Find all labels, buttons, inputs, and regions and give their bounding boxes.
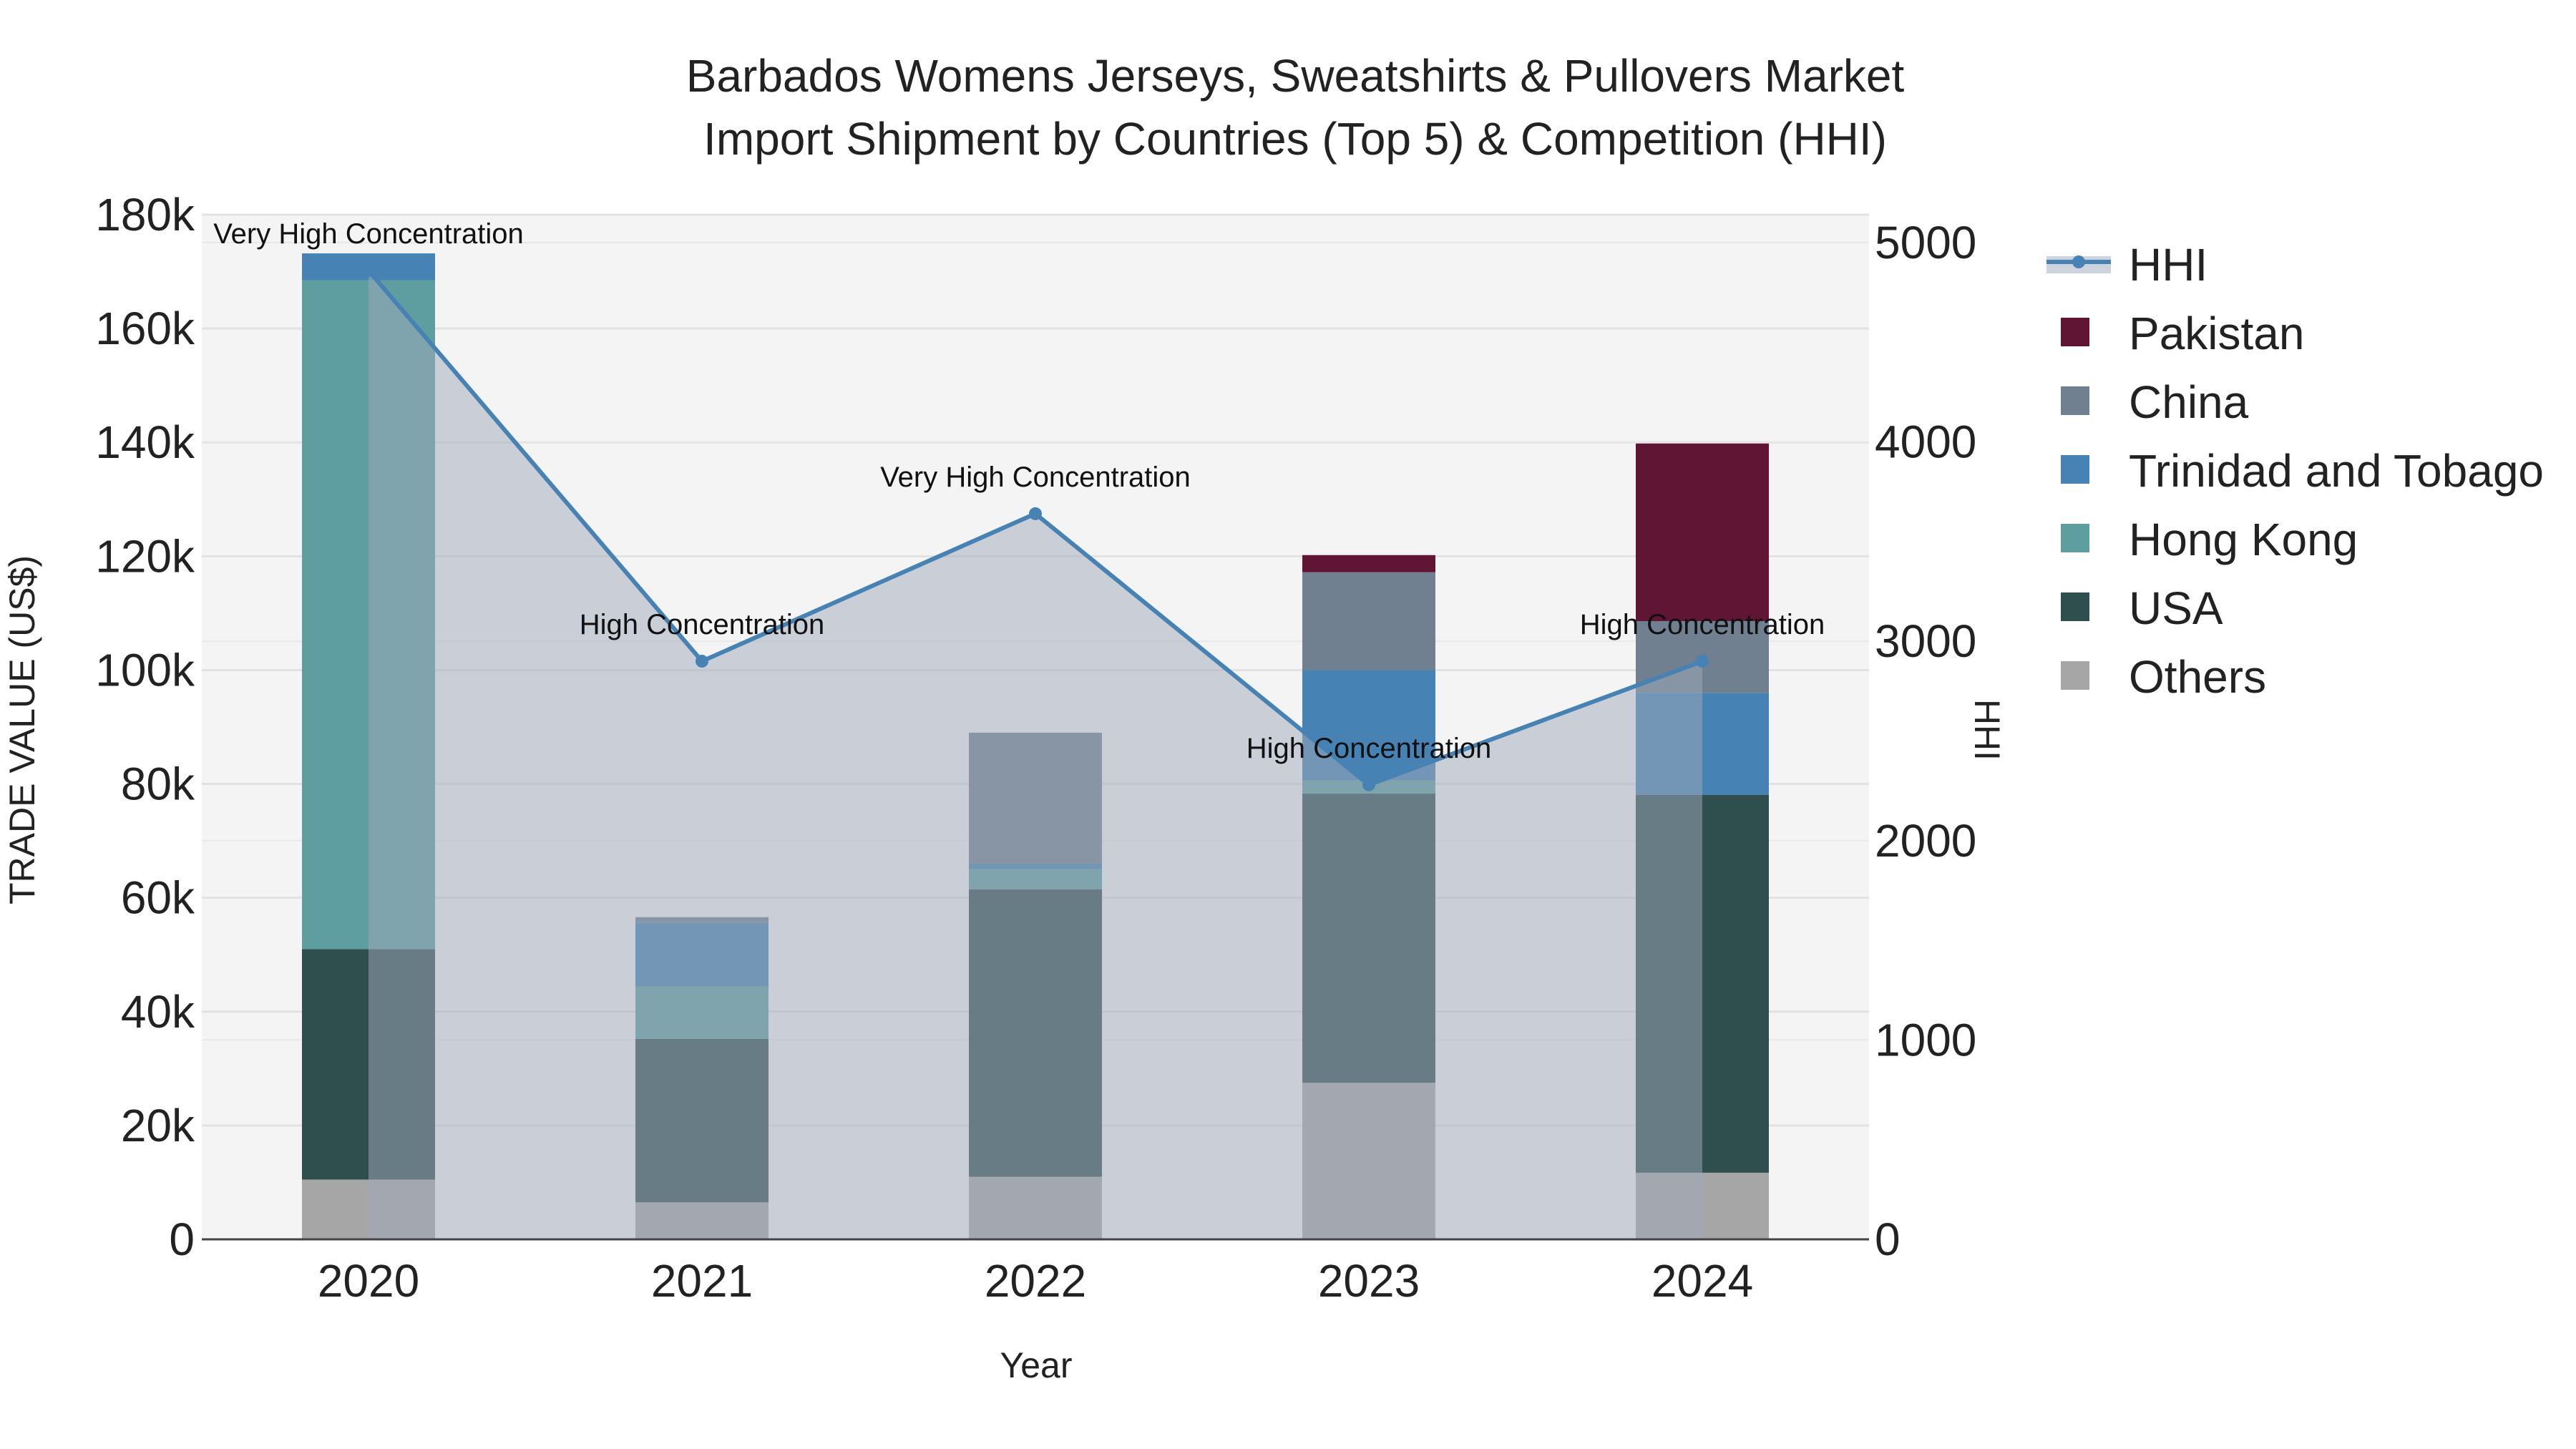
chart-title-line-1: Barbados Womens Jerseys, Sweatshirts & P…: [686, 50, 1905, 102]
y2-tick-label: 3000: [1875, 615, 1976, 667]
hhi-annotation-2024: High Concentration: [1580, 609, 1825, 640]
legend-label-pakistan: Pakistan: [2129, 308, 2304, 359]
y-tick-label: 40k: [121, 986, 195, 1038]
legend-label-usa: USA: [2129, 582, 2223, 634]
y-tick-label: 60k: [121, 872, 195, 924]
legend-label-hhi: HHI: [2129, 239, 2207, 291]
y2-tick-label: 5000: [1875, 217, 1976, 268]
legend-label-trinidad-and-tobago: Trinidad and Tobago: [2129, 445, 2544, 497]
x-axis-title: Year: [1000, 1345, 1072, 1385]
x-tick-label: 2021: [651, 1255, 753, 1307]
y2-tick-label: 0: [1875, 1214, 1901, 1265]
plot-area: Very High Concentration High Concentratio…: [95, 189, 1976, 1307]
legend-label-others: Others: [2129, 651, 2266, 703]
hhi-point-2021: [696, 655, 708, 668]
y-tick-label: 20k: [121, 1100, 195, 1151]
y-tick-label: 160k: [95, 303, 195, 354]
bar-pakistan-2023: [1302, 555, 1435, 572]
hhi-area: [369, 270, 1702, 1239]
hhi-annotation-2022: Very High Concentration: [880, 462, 1191, 493]
y-tick-label: 140k: [95, 416, 195, 468]
y-tick-label: 120k: [95, 530, 195, 582]
y-tick-label: 180k: [95, 189, 195, 240]
legend-swatch-hong-kong: [2061, 524, 2089, 552]
y-tick-label: 0: [169, 1214, 195, 1265]
legend-swatch-pakistan: [2061, 318, 2089, 346]
x-tick-label: 2022: [985, 1255, 1086, 1307]
hhi-point-2022: [1029, 507, 1042, 520]
legend-swatch-usa: [2061, 592, 2089, 621]
hhi-annotation-2023: High Concentration: [1246, 733, 1491, 764]
hhi-annotation-2020: Very High Concentration: [213, 218, 524, 250]
y2-tick-label: 1000: [1875, 1014, 1976, 1065]
bar-china-2023: [1302, 572, 1435, 670]
x-tick-label: 2024: [1652, 1255, 1753, 1307]
x-tick-label: 2023: [1318, 1255, 1420, 1307]
chart-title-line-2: Import Shipment by Countries (Top 5) & C…: [703, 113, 1887, 165]
bar-pakistan-2024: [1636, 443, 1769, 622]
y2-axis-title: HHI: [1967, 699, 2007, 761]
y-tick-label: 100k: [95, 644, 195, 696]
legend-label-hong-kong: Hong Kong: [2129, 514, 2358, 565]
x-tick-label: 2020: [318, 1255, 419, 1307]
y2-tick-label: 2000: [1875, 815, 1976, 867]
legend-swatch-china: [2061, 386, 2089, 415]
y-tick-label: 80k: [121, 758, 195, 810]
legend-swatch-others: [2061, 661, 2089, 690]
legend-label-china: China: [2129, 376, 2249, 428]
legend: HHI Pakistan China Trinidad and Tobago Hong …: [2046, 239, 2544, 703]
hhi-point-2024: [1696, 655, 1709, 668]
hhi-point-2020: [362, 264, 375, 278]
legend-hhi-swatch-marker: [2072, 255, 2085, 268]
y-axis-title: TRADE VALUE (US$): [2, 555, 42, 904]
y2-tick-label: 4000: [1875, 416, 1976, 468]
legend-swatch-trinidad-and-tobago: [2061, 455, 2089, 484]
hhi-annotation-2021: High Concentration: [580, 609, 824, 640]
hhi-point-2023: [1362, 778, 1375, 791]
